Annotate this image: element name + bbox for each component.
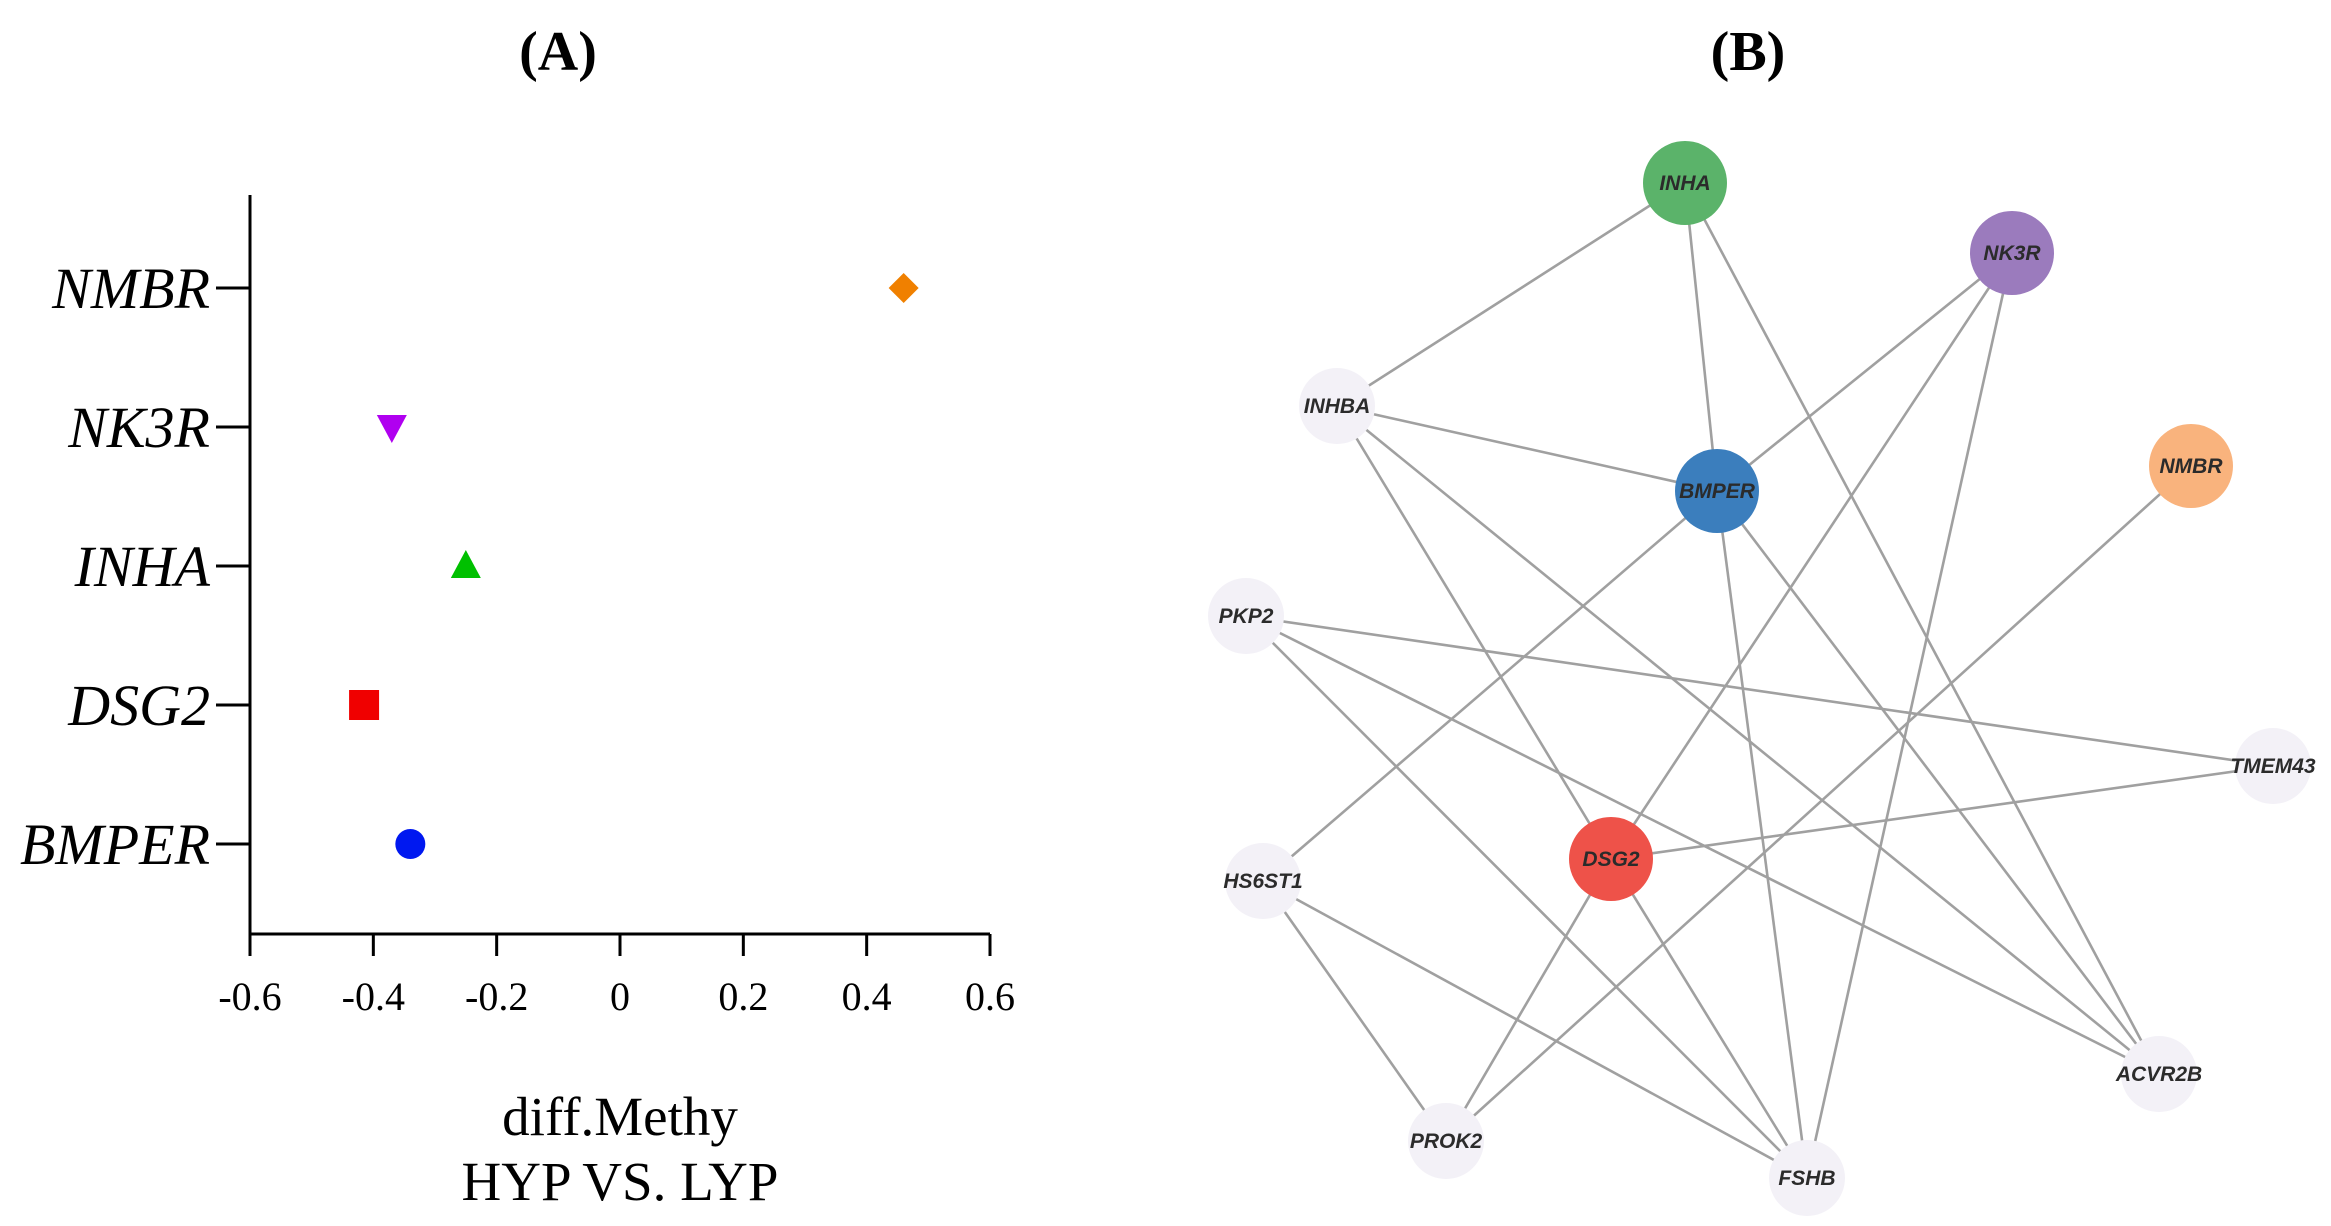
node-nmbr: NMBR bbox=[2149, 424, 2233, 508]
y-tick-label-dsg2: DSG2 bbox=[67, 673, 210, 738]
x-tick-label: 0.4 bbox=[842, 974, 892, 1019]
edge-hs6st1-fshb bbox=[1262, 879, 1808, 1180]
y-tick-label-nmbr: NMBR bbox=[51, 256, 210, 321]
x-axis: -0.6 -0.4 -0.2 0 0.2 0.4 0.6 bbox=[218, 934, 1015, 1019]
node-circle-pkp2 bbox=[1208, 578, 1284, 654]
panel-b-label: (B) bbox=[1711, 21, 1786, 83]
x-tick-label: 0.6 bbox=[965, 974, 1015, 1019]
node-fshb: FSHB bbox=[1769, 1140, 1845, 1216]
node-label-bmper: BMPER bbox=[1679, 480, 1756, 503]
edge-hs6st1-prok2 bbox=[1261, 880, 1448, 1142]
edge-inha-acvr2b bbox=[1683, 182, 2161, 1075]
edge-nk3r-dsg2 bbox=[1609, 252, 2014, 860]
node-circle-dsg2 bbox=[1569, 817, 1653, 901]
x-axis-title: diff.Methy bbox=[502, 1086, 738, 1147]
edge-inhba-dsg2 bbox=[1335, 405, 1613, 860]
node-dsg2: DSG2 bbox=[1569, 817, 1653, 901]
x-tick-label: -0.4 bbox=[342, 974, 405, 1019]
x-tick-label: -0.6 bbox=[218, 974, 281, 1019]
node-circle-tmem43 bbox=[2235, 728, 2311, 804]
point-inha bbox=[450, 550, 481, 578]
edge-inha-inhba bbox=[1336, 181, 1686, 408]
edge-bmper-fshb bbox=[1715, 490, 1809, 1179]
node-label-hs6st1: HS6ST1 bbox=[1223, 870, 1302, 893]
node-acvr2b: ACVR2B bbox=[2115, 1036, 2202, 1112]
node-circle-nmbr bbox=[2149, 424, 2233, 508]
node-circle-nk3r bbox=[1970, 211, 2054, 295]
node-label-pkp2: PKP2 bbox=[1219, 605, 1274, 628]
edge-nk3r-bmper bbox=[1716, 251, 2013, 493]
edge-inha-bmper bbox=[1683, 182, 1719, 492]
node-circle-inhba bbox=[1299, 368, 1375, 444]
node-circle-acvr2b bbox=[2121, 1036, 2197, 1112]
y-axis: BMPER DSG2 INHA NK3R NMBR bbox=[20, 256, 250, 877]
node-label-dsg2: DSG2 bbox=[1582, 848, 1640, 871]
x-tick-label: -0.2 bbox=[465, 974, 528, 1019]
panel-a-label: (A) bbox=[519, 21, 597, 83]
scatter-points bbox=[349, 273, 919, 859]
network-nodes: INHA NK3R INHBA BMPER NMBR PKP2 TMEM43 HS6ST1 DS… bbox=[1208, 141, 2316, 1216]
edge-dsg2-tmem43 bbox=[1610, 764, 2274, 861]
node-label-inhba: INHBA bbox=[1304, 395, 1371, 418]
node-label-prok2: PROK2 bbox=[1410, 1130, 1483, 1153]
edge-bmper-hs6st1 bbox=[1262, 490, 1718, 882]
x-tick-label: 0.2 bbox=[718, 974, 768, 1019]
y-tick-label-bmper: BMPER bbox=[20, 812, 210, 877]
node-circle-bmper bbox=[1675, 449, 1759, 533]
panel-a-scatter: (A) BMPER DSG2 INHA NK3R NMBR -0.6 -0.4 -0.2 0 0… bbox=[20, 21, 1015, 1212]
node-tmem43: TMEM43 bbox=[2230, 728, 2316, 804]
node-label-nk3r: NK3R bbox=[1983, 242, 2041, 265]
point-nk3r bbox=[376, 415, 407, 443]
edge-dsg2-prok2 bbox=[1444, 858, 1613, 1142]
node-label-acvr2b: ACVR2B bbox=[2115, 1063, 2202, 1086]
node-hs6st1: HS6ST1 bbox=[1223, 843, 1303, 919]
point-nmbr bbox=[888, 273, 919, 303]
edge-nk3r-fshb bbox=[1805, 252, 2014, 1179]
edge-inhba-bmper bbox=[1336, 404, 1718, 493]
node-bmper: BMPER bbox=[1675, 449, 1759, 533]
y-tick-label-nk3r: NK3R bbox=[67, 395, 210, 460]
node-nk3r: NK3R bbox=[1970, 211, 2054, 295]
node-inhba: INHBA bbox=[1299, 368, 1375, 444]
node-pkp2: PKP2 bbox=[1208, 578, 1284, 654]
edge-pkp2-fshb bbox=[1245, 615, 1808, 1179]
node-circle-inha bbox=[1643, 141, 1727, 225]
panel-b-network: (B) INHA NK3R INHBA BMPER NMBR PKP2 TMEM43 HS6S… bbox=[1208, 21, 2316, 1216]
node-circle-fshb bbox=[1769, 1140, 1845, 1216]
node-label-tmem43: TMEM43 bbox=[2230, 755, 2316, 778]
edge-pkp2-tmem43 bbox=[1245, 614, 2274, 768]
node-circle-hs6st1 bbox=[1225, 843, 1301, 919]
point-dsg2 bbox=[349, 690, 380, 720]
node-prok2: PROK2 bbox=[1408, 1103, 1484, 1179]
network-edges bbox=[1245, 181, 2274, 1180]
node-inha: INHA bbox=[1643, 141, 1727, 225]
edge-bmper-acvr2b bbox=[1715, 490, 2161, 1075]
edge-dsg2-fshb bbox=[1609, 858, 1809, 1179]
node-label-inha: INHA bbox=[1659, 172, 1710, 195]
x-tick-label: 0 bbox=[610, 974, 630, 1019]
node-circle-prok2 bbox=[1408, 1103, 1484, 1179]
y-tick-label-inha: INHA bbox=[74, 534, 211, 599]
x-axis-subtitle: HYP VS. LYP bbox=[462, 1151, 779, 1212]
node-label-fshb: FSHB bbox=[1778, 1167, 1835, 1190]
node-label-nmbr: NMBR bbox=[2160, 455, 2224, 478]
edge-inhba-acvr2b bbox=[1336, 404, 2160, 1076]
point-bmper bbox=[395, 829, 426, 859]
edge-nmbr-prok2 bbox=[1445, 465, 2192, 1142]
